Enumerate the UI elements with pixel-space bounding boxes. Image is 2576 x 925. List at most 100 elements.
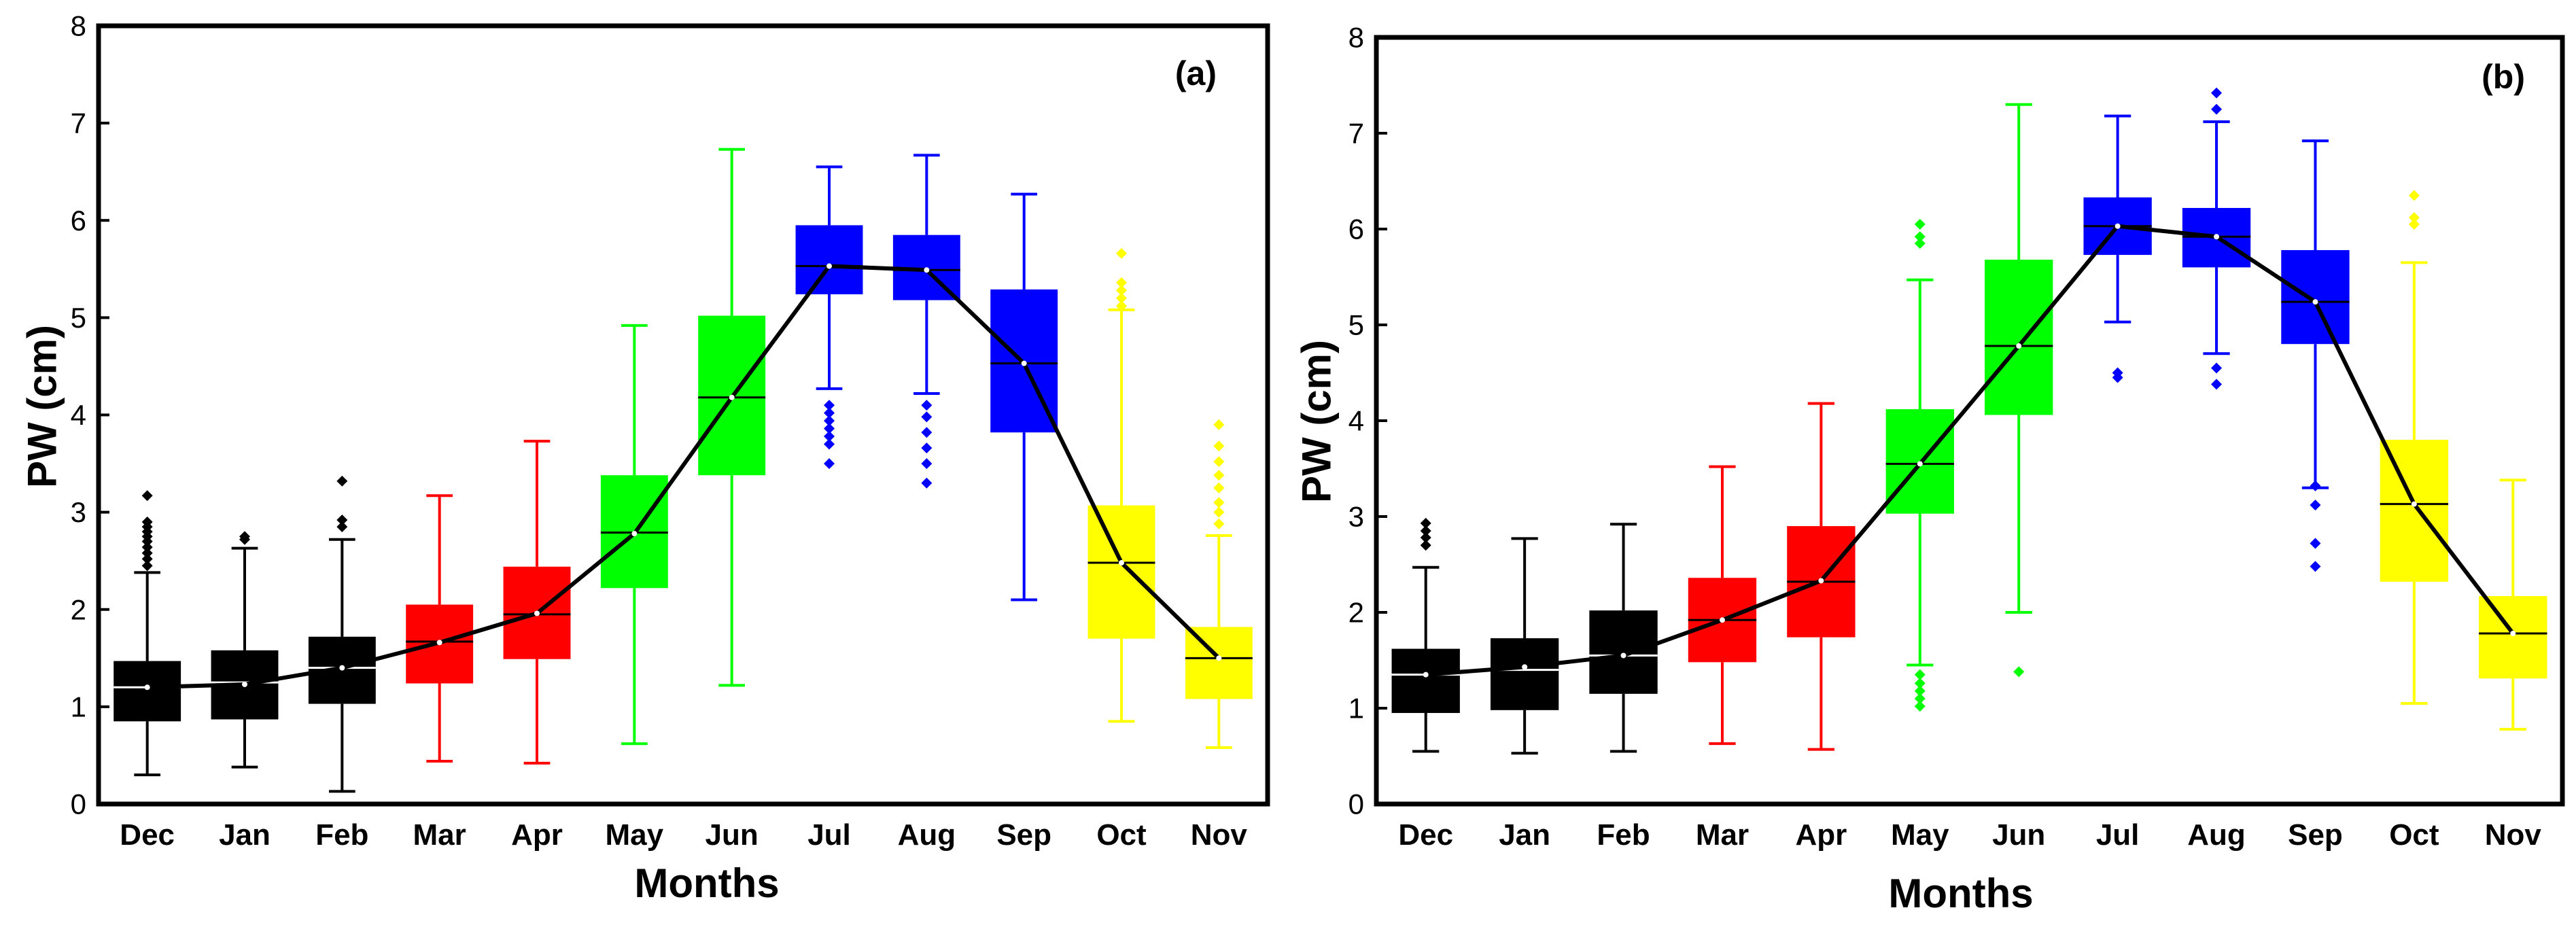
mean-point — [826, 263, 832, 269]
box — [2479, 596, 2547, 679]
outlier-point — [921, 477, 933, 489]
x-axis-title: Months — [634, 860, 779, 906]
mean-point — [1119, 560, 1124, 566]
x-tick-label: Sep — [996, 818, 1051, 852]
box — [2281, 250, 2350, 345]
outlier-point — [1213, 506, 1225, 518]
outlier-point — [336, 521, 348, 533]
outlier-point — [1420, 532, 1431, 544]
outlier-point — [1914, 693, 1926, 704]
x-tick-label: Dec — [1398, 818, 1453, 852]
mean-point — [1917, 461, 1923, 467]
y-tick-label: 5 — [71, 302, 86, 334]
outlier-point — [2408, 190, 2420, 201]
outlier-point — [824, 400, 835, 411]
mean-trend-line — [1425, 224, 2515, 677]
x-tick-label: Oct — [1096, 818, 1147, 852]
mean-point — [2411, 501, 2417, 507]
outlier-point — [1116, 292, 1127, 304]
outlier-point — [824, 415, 835, 427]
x-tick-label: Nov — [2485, 818, 2542, 852]
outlier-point — [921, 427, 933, 438]
outlier-point — [2310, 561, 2321, 572]
x-tick-label: Aug — [898, 818, 956, 852]
outlier-point — [1213, 518, 1225, 529]
outlier-point — [1213, 482, 1225, 493]
box — [2380, 440, 2449, 582]
outlier-point — [1914, 701, 1926, 712]
outlier-point — [141, 547, 153, 559]
x-tick-label: Jun — [706, 818, 759, 852]
outlier-point — [1213, 497, 1225, 508]
outlier-point — [336, 514, 348, 526]
outlier-point — [1420, 517, 1431, 529]
y-tick-label: 8 — [1348, 22, 1364, 54]
mean-point — [2510, 631, 2516, 637]
x-tick-label: Mar — [1696, 818, 1749, 852]
mean-point — [2114, 223, 2121, 229]
x-tick-label: Jul — [807, 818, 851, 852]
x-tick-label: Jan — [1499, 818, 1550, 852]
panel-label: (b) — [2482, 58, 2525, 96]
x-tick-label: Aug — [2187, 818, 2246, 852]
outlier-point — [824, 423, 835, 434]
x-axis-title: Months — [1888, 871, 2033, 916]
outlier-point — [1213, 470, 1225, 481]
outlier-point — [921, 411, 933, 423]
outlier-point — [1116, 300, 1127, 312]
box — [1985, 260, 2053, 415]
outlier-point — [1213, 440, 1225, 452]
outlier-point — [1914, 685, 1926, 697]
outlier-point — [2013, 666, 2025, 678]
mean-point — [534, 610, 540, 616]
outlier-point — [2408, 218, 2420, 230]
outlier-point — [141, 553, 153, 565]
chart-panel-b: PW (cm) Months (b) 0 1 2 3 4 5 6 7 8 Dec Jan Feb Mar… — [1294, 22, 2565, 916]
box — [795, 225, 863, 295]
x-tick-label: May — [1891, 818, 1949, 852]
panel-label: (a) — [1175, 54, 1217, 92]
outlier-point — [2211, 103, 2223, 115]
outlier-point — [2211, 87, 2223, 99]
outlier-point — [1116, 277, 1127, 288]
x-tick-label: Oct — [2389, 818, 2439, 852]
mean-point — [1423, 671, 1429, 678]
y-tick-label: 2 — [71, 593, 86, 625]
mean-point — [729, 394, 735, 400]
outlier-point — [1116, 285, 1127, 296]
mean-point — [1818, 578, 1824, 584]
y-tick-label: 4 — [1348, 405, 1364, 437]
mean-point — [924, 267, 930, 273]
outlier-point — [141, 516, 153, 527]
outlier-point — [336, 475, 348, 487]
y-tick-label: 3 — [71, 496, 86, 528]
outlier-point — [1213, 419, 1225, 430]
outlier-point — [921, 400, 933, 411]
mean-point — [2016, 343, 2022, 349]
x-tick-label: Feb — [1597, 818, 1650, 852]
outlier-point — [141, 490, 153, 502]
y-tick-label: 0 — [1348, 788, 1364, 820]
mean-point — [1522, 664, 1528, 670]
outlier-point — [1914, 238, 1926, 249]
box — [1490, 638, 1559, 710]
mean-point — [1216, 655, 1222, 661]
outlier-point — [824, 438, 835, 450]
outlier-point — [1914, 678, 1926, 689]
mean-point — [339, 665, 345, 671]
outlier-point — [1213, 456, 1225, 468]
outlier-point — [239, 531, 250, 542]
outlier-point — [1914, 669, 1926, 680]
x-tick-label: May — [606, 818, 664, 852]
outlier-point — [824, 407, 835, 419]
y-tick-label: 6 — [71, 205, 86, 237]
y-tick-label: 1 — [1348, 693, 1364, 725]
outlier-point — [2408, 212, 2420, 224]
chart-panel-a: PW (cm) Months (a) 0 1 2 3 4 5 6 7 8 Dec Jan Feb Mar… — [20, 10, 1270, 906]
outlier-point — [1914, 218, 1926, 230]
outlier-point — [141, 542, 153, 553]
mean-point — [2214, 234, 2220, 240]
box — [1391, 648, 1460, 714]
x-tick-label: Nov — [1191, 818, 1248, 852]
box — [1589, 610, 1658, 694]
